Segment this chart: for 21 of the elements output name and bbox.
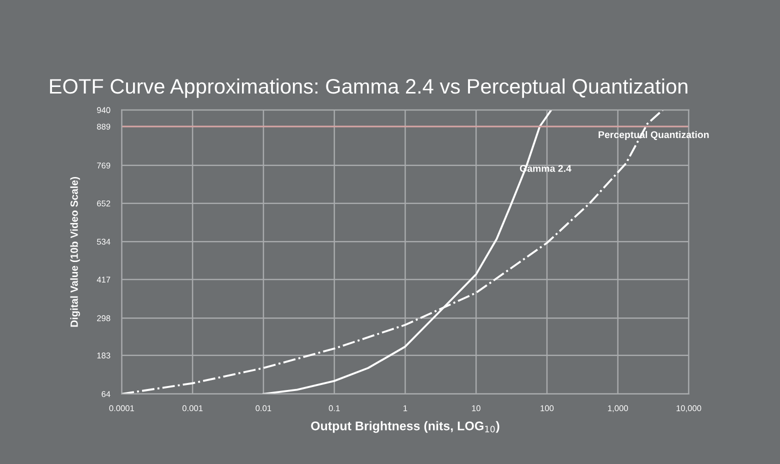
chart-title: EOTF Curve Approximations: Gamma 2.4 vs Perceptual Quantization <box>50 78 688 98</box>
y-tick-label: 889 <box>97 124 110 130</box>
y-tick-label: 534 <box>97 238 110 245</box>
y-tick-label: 298 <box>97 315 110 322</box>
x-tick-label: 0.001 <box>182 405 203 412</box>
x-tick-label: 0.01 <box>256 405 272 412</box>
y-tick-label: 64 <box>102 391 110 398</box>
y-tick-label: 652 <box>97 200 110 206</box>
x-tick-label: 0.0001 <box>109 405 134 412</box>
x-axis-title: Output Brightness (nits, LOG$_{10}$) <box>311 421 500 433</box>
x-tick-label: 0.1 <box>328 405 340 412</box>
y-tick-label: 769 <box>97 162 110 168</box>
x-tick-label: 1 <box>404 405 408 412</box>
y-tick-label: 417 <box>96 276 110 283</box>
x-tick-label: 100 <box>540 405 554 412</box>
y-tick-label: 940 <box>97 107 110 114</box>
y-axis-title: Digital Value (10b Video Scale) <box>70 177 80 327</box>
y-tick-label: 183 <box>97 352 110 358</box>
x-tick-label: 10,000 <box>676 405 702 412</box>
x-tick-label: 10 <box>472 405 480 412</box>
x-tick-label: 1,000 <box>608 405 628 412</box>
